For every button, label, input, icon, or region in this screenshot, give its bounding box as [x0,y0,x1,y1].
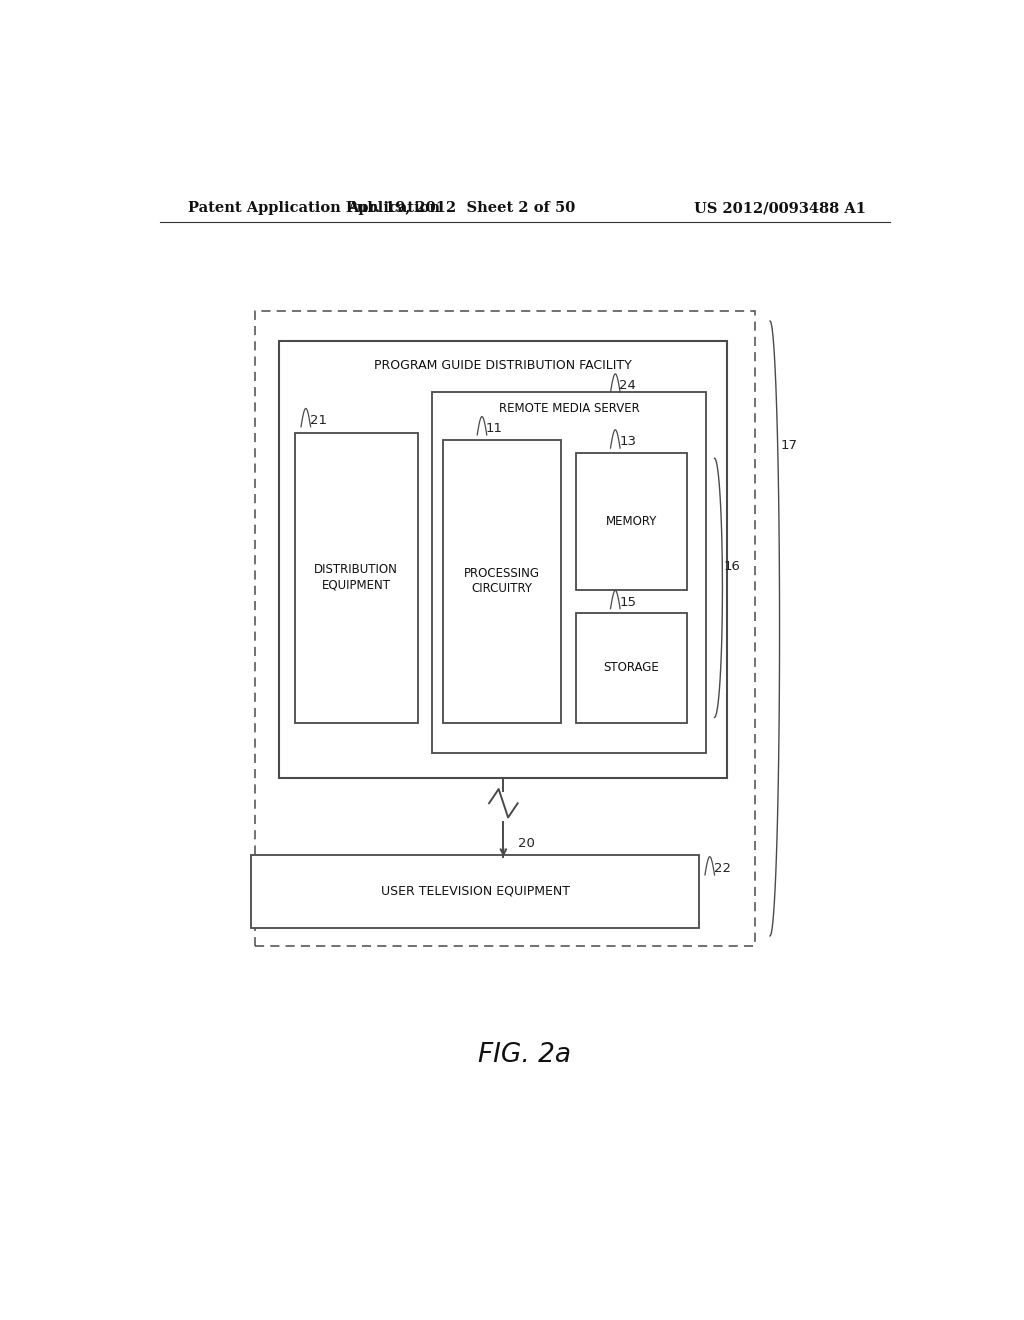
Text: 13: 13 [620,436,636,447]
Text: 22: 22 [714,862,731,875]
FancyBboxPatch shape [443,440,560,722]
Text: 11: 11 [486,422,503,434]
Text: USER TELEVISION EQUIPMENT: USER TELEVISION EQUIPMENT [381,884,570,898]
Text: DISTRIBUTION
EQUIPMENT: DISTRIBUTION EQUIPMENT [314,564,398,591]
Text: 16: 16 [724,561,741,573]
Text: REMOTE MEDIA SERVER: REMOTE MEDIA SERVER [499,401,640,414]
Text: 20: 20 [518,837,535,850]
Text: MEMORY: MEMORY [605,515,656,528]
Text: FIG. 2a: FIG. 2a [478,1041,571,1068]
Text: US 2012/0093488 A1: US 2012/0093488 A1 [694,201,866,215]
Text: PROCESSING
CIRCUITRY: PROCESSING CIRCUITRY [464,568,540,595]
Text: 15: 15 [620,595,636,609]
FancyBboxPatch shape [295,433,418,722]
Text: STORAGE: STORAGE [603,661,659,675]
Text: 24: 24 [620,379,636,392]
FancyBboxPatch shape [575,612,687,722]
FancyBboxPatch shape [255,312,755,946]
FancyBboxPatch shape [279,342,727,779]
FancyBboxPatch shape [432,392,706,752]
Text: Patent Application Publication: Patent Application Publication [187,201,439,215]
FancyBboxPatch shape [251,854,699,928]
Text: PROGRAM GUIDE DISTRIBUTION FACILITY: PROGRAM GUIDE DISTRIBUTION FACILITY [375,359,632,372]
FancyBboxPatch shape [575,453,687,590]
Text: 17: 17 [780,438,798,451]
Text: Apr. 19, 2012  Sheet 2 of 50: Apr. 19, 2012 Sheet 2 of 50 [347,201,575,215]
Text: 21: 21 [309,413,327,426]
